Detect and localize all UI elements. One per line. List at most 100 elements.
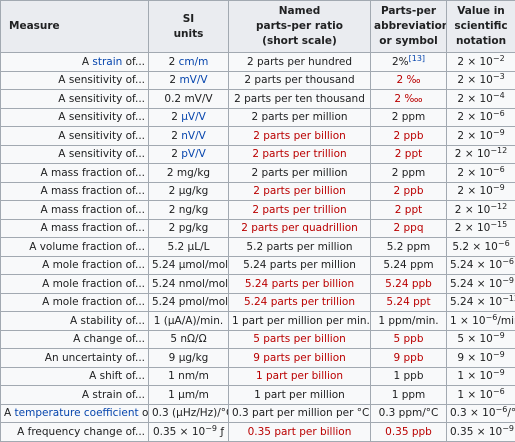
cell-link[interactable]: pV/V [181,148,206,160]
cell-superscript: −6 [493,387,505,396]
table-cell: 0.35 × 10−9 ƒ [149,423,229,442]
table-cell: 2 parts per billion [229,127,371,146]
cell-text: 5.24 ppm [383,259,433,271]
cell-link[interactable]: 2 parts per billion [253,185,346,197]
cell-text: 2 × 10 [455,148,491,160]
table-cell: 5.2 ppm [371,238,447,257]
cell-link[interactable]: 2 parts per quadrillion [241,222,358,234]
table-cell: 2 ppt [371,145,447,164]
table-cell: A shift of... [1,367,149,386]
cell-link[interactable]: 5 parts per billion [253,333,346,345]
table-cell: 2 mg/kg [149,164,229,183]
cell-text: 1 μm/m [168,389,209,401]
cell-text: 1 part per million [254,389,345,401]
table-cell: 5.24 × 10−6 [447,256,515,275]
cell-link[interactable]: 2 ppq [393,222,423,234]
table-cell: 1 × 10−9 [447,367,515,386]
cell-link[interactable]: 5.24 parts per billion [245,278,354,290]
cell-superscript: −9 [502,276,514,285]
cell-superscript: −12 [490,146,507,155]
cell-link[interactable]: 2 ppb [393,130,423,142]
cell-text: 0.3 part per million per °C [232,407,369,419]
cell-link[interactable]: nV/V [181,130,206,142]
cell-text: 2 [169,74,179,86]
cell-text: 1 (μA/A)/min. [154,315,223,327]
table-cell: 5.2 × 10−6 [447,238,515,257]
cell-link[interactable]: 2 ppt [395,204,422,216]
table-cell: 5.24 parts per million [229,256,371,275]
cell-link[interactable]: 5.24 ppt [386,296,430,308]
cell-link[interactable]: mV/V [179,74,207,86]
table-cell: A change of... [1,330,149,349]
cell-link[interactable]: μV/V [181,111,206,123]
cell-text: 1 ppb [393,370,423,382]
table-cell: 5 ppb [371,330,447,349]
cell-text: 5.2 ppm [387,241,431,253]
cell-link[interactable]: 2 parts per billion [253,130,346,142]
cell-text: 2 parts per million [251,111,347,123]
cell-link[interactable]: 2 ‰ [396,74,420,86]
cell-link[interactable]: 5.24 parts per trillion [244,296,355,308]
table-cell: 2 parts per thousand [229,71,371,90]
table-cell: 1 (μA/A)/min. [149,312,229,331]
cell-text: 5.24 × 10 [450,259,502,271]
cell-superscript: −12 [490,202,507,211]
table-cell: 2%[13] [371,53,447,72]
table-cell: 1 part per million [229,386,371,405]
cell-link[interactable]: strain [92,56,122,68]
cell-text: A shift of... [89,370,145,382]
table-cell: 1 ppb [371,367,447,386]
table-cell: 1 nm/m [149,367,229,386]
table-cell: 2 parts per trillion [229,145,371,164]
cell-link[interactable]: 2 ppt [395,148,422,160]
cell-link[interactable]: 9 ppb [393,352,423,364]
cell-link[interactable]: 0.35 part per billion [248,426,352,438]
table-cell: A temperature coefficient of... [1,404,149,423]
cell-text: 2 × 10 [457,74,493,86]
cell-text: A mole fraction of... [42,259,145,271]
cell-link[interactable]: 5 ppb [393,333,423,345]
cell-link[interactable]: [13] [409,54,425,63]
table-cell: A stability of... [1,312,149,331]
cell-link[interactable]: 9 parts per billion [253,352,346,364]
cell-link[interactable]: 2 parts per trillion [252,204,346,216]
cell-text: 5 nΩ/Ω [170,333,206,345]
cell-link[interactable]: 2 ‱ [394,93,422,105]
table-cell: 9 parts per billion [229,349,371,368]
cell-text: 1 part per million per min. [232,315,370,327]
cell-link[interactable]: 2 ppb [393,185,423,197]
table-cell: 2 parts per ten thousand [229,90,371,109]
table-cell: 2 parts per hundred [229,53,371,72]
cell-text: 2 [169,56,179,68]
cell-superscript: −9 [493,183,505,192]
cell-link[interactable]: temperature coefficient [15,407,139,419]
table-cell: 2 parts per million [229,108,371,127]
cell-link[interactable]: 1 part per billion [256,370,343,382]
cell-text: 5.24 × 10 [450,296,502,308]
table-cell: A mass fraction of... [1,182,149,201]
table-cell: 2 ‱ [371,90,447,109]
table-cell: A sensitivity of... [1,145,149,164]
table-cell: 5.2 μL/L [149,238,229,257]
table-cell: 1 ppm/min. [371,312,447,331]
cell-link[interactable]: 0.35 ppb [385,426,432,438]
cell-link[interactable]: cm/m [179,56,209,68]
table-row: A stability of... 1 (μA/A)/min. 1 part per… [1,312,515,331]
column-header: Measure [1,1,149,53]
cell-text: 1 nm/m [168,370,209,382]
cell-link[interactable]: 2 parts per trillion [252,148,346,160]
table-cell: 2 ppm [371,164,447,183]
cell-text: 2 ng/kg [169,204,209,216]
table-cell: 1 ppm [371,386,447,405]
table-cell: 5.24 parts per billion [229,275,371,294]
cell-text: 5.24 nmol/mol [152,278,228,290]
cell-link[interactable]: 5.24 ppb [385,278,432,290]
cell-text: 5.24 μmol/mol [152,259,228,271]
